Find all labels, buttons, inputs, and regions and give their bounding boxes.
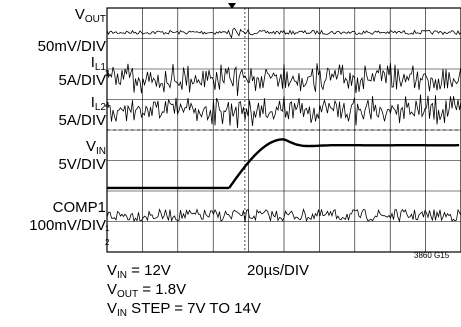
il1-label: IL1	[91, 54, 106, 76]
figure-id: 3860 G15	[414, 251, 450, 260]
vin-name-sub: IN	[96, 146, 106, 157]
il2-name: I	[90, 94, 95, 111]
cond-step-sub: IN	[117, 308, 128, 319]
ground-marker-4: 4	[105, 101, 110, 110]
il2-label: IL2	[91, 94, 106, 116]
vout-name-sub: OUT	[84, 14, 106, 25]
comp1-label: COMP1	[52, 199, 106, 216]
il2-scale: 5A/DIV	[58, 112, 106, 129]
trace-il1	[106, 63, 461, 96]
oscilloscope-grid	[106, 7, 461, 253]
il2-name-sub: L2	[94, 102, 106, 113]
il1-scale: 5A/DIV	[58, 72, 106, 89]
traces	[106, 27, 461, 223]
condition-vout: VOUT = 1.8V	[107, 281, 186, 303]
ground-marker-2: 2	[105, 238, 110, 247]
vin-label: VIN	[86, 138, 106, 160]
trace-vin	[107, 138, 460, 190]
trace-il2	[106, 94, 461, 129]
cond-vin-rest: = 12V	[127, 262, 171, 279]
ground-marker-1: 1	[105, 224, 110, 233]
vout-name: V	[74, 6, 85, 23]
condition-vin-step: VIN STEP = 7V TO 14V	[107, 300, 261, 322]
cond-vout-rest: = 1.8V	[138, 281, 187, 298]
il1-name-sub: L1	[94, 62, 106, 73]
comp1-scale: 100mV/DIV	[29, 217, 106, 234]
trace-comp1	[106, 207, 461, 223]
cond-vout-main: V	[107, 281, 118, 298]
cond-step-main: V	[107, 300, 118, 317]
cond-vin-main: V	[107, 262, 118, 279]
cond-vin-sub: IN	[117, 270, 128, 281]
vout-label: VOUT	[75, 6, 106, 28]
time-per-division: 20µs/DIV	[247, 262, 309, 279]
condition-vin: VIN = 12V	[107, 262, 171, 284]
ground-marker-3: 3	[105, 69, 110, 78]
vin-name: V	[85, 138, 96, 155]
vin-scale: 5V/DIV	[58, 156, 106, 173]
trace-vout	[106, 27, 461, 40]
cond-step-rest: STEP = 7V TO 14V	[127, 300, 261, 317]
vout-scale: 50mV/DIV	[37, 38, 106, 55]
cond-vout-sub: OUT	[117, 289, 139, 300]
il1-name: I	[90, 54, 95, 71]
trigger-marker-icon	[228, 3, 236, 9]
